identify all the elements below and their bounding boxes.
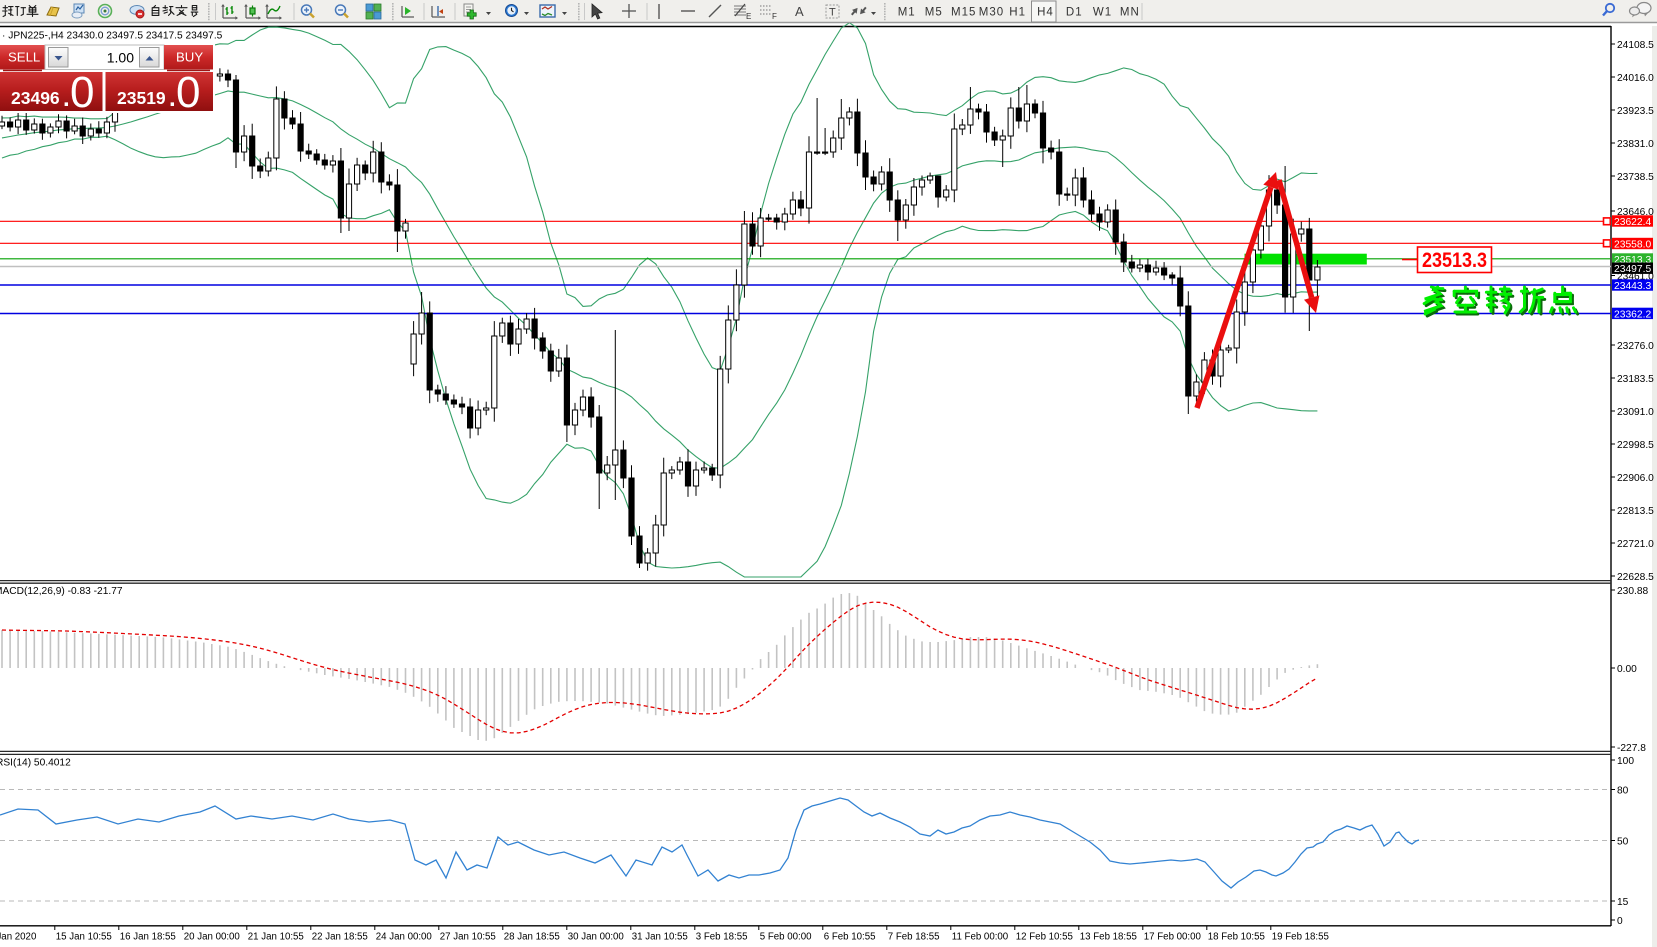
svg-text:3 Feb 18:55: 3 Feb 18:55 — [696, 932, 748, 943]
svg-text:23923.5: 23923.5 — [1617, 106, 1654, 117]
svg-text:D1: D1 — [1066, 7, 1083, 19]
svg-text:50: 50 — [1617, 837, 1629, 848]
svg-text:17 Feb 00:00: 17 Feb 00:00 — [1144, 932, 1202, 943]
svg-text:15 Jan 10:55: 15 Jan 10:55 — [56, 932, 112, 943]
svg-text:22813.5: 22813.5 — [1617, 506, 1654, 517]
svg-text:22628.5: 22628.5 — [1617, 572, 1654, 583]
svg-text:5 Feb 00:00: 5 Feb 00:00 — [760, 932, 812, 943]
svg-text:MN: MN — [1120, 7, 1140, 19]
svg-text:23622.4: 23622.4 — [1614, 217, 1651, 228]
svg-text:23646.0: 23646.0 — [1617, 207, 1654, 218]
svg-text:E: E — [746, 12, 751, 21]
svg-text:.: . — [63, 85, 70, 112]
svg-text:-227.8: -227.8 — [1617, 743, 1646, 754]
svg-text:22 Jan 18:55: 22 Jan 18:55 — [312, 932, 368, 943]
svg-text:23497.5: 23497.5 — [1614, 264, 1651, 275]
svg-text:12 Feb 10:55: 12 Feb 10:55 — [1016, 932, 1073, 943]
svg-text:31 Jan 10:55: 31 Jan 10:55 — [632, 932, 688, 943]
svg-text:19 Feb 18:55: 19 Feb 18:55 — [1272, 932, 1329, 943]
svg-text:W1: W1 — [1093, 7, 1112, 19]
svg-text:0: 0 — [70, 68, 94, 117]
svg-text:1.00: 1.00 — [107, 50, 134, 66]
svg-text:BUY: BUY — [176, 50, 203, 65]
svg-text:23831.0: 23831.0 — [1617, 139, 1654, 150]
svg-text:23461.0: 23461.0 — [1617, 271, 1654, 282]
svg-text:23513.3: 23513.3 — [1614, 255, 1651, 266]
svg-text:100: 100 — [1617, 756, 1634, 767]
svg-text:23738.5: 23738.5 — [1617, 172, 1654, 183]
svg-text:M30: M30 — [979, 7, 1004, 19]
svg-text:0: 0 — [176, 68, 200, 117]
svg-text:7 Feb 18:55: 7 Feb 18:55 — [888, 932, 940, 943]
svg-text:23443.3: 23443.3 — [1614, 281, 1651, 292]
svg-text:22906.0: 22906.0 — [1617, 473, 1654, 484]
svg-text:23496: 23496 — [11, 88, 60, 108]
svg-text:24016.0: 24016.0 — [1617, 73, 1654, 84]
svg-text:M15: M15 — [951, 7, 976, 19]
svg-text:RSI(14) 50.4012: RSI(14) 50.4012 — [0, 758, 71, 769]
svg-text:23183.5: 23183.5 — [1617, 374, 1654, 385]
svg-text:23519: 23519 — [117, 88, 166, 108]
svg-text:22998.5: 22998.5 — [1617, 440, 1654, 451]
svg-text:24108.5: 24108.5 — [1617, 40, 1654, 51]
svg-text:21 Jan 10:55: 21 Jan 10:55 — [248, 932, 304, 943]
svg-text:23558.0: 23558.0 — [1614, 239, 1651, 250]
svg-text:6 Feb 10:55: 6 Feb 10:55 — [824, 932, 876, 943]
svg-text:22721.0: 22721.0 — [1617, 539, 1654, 550]
svg-text:14 Jan 2020: 14 Jan 2020 — [0, 932, 37, 943]
svg-text:24 Jan 00:00: 24 Jan 00:00 — [376, 932, 433, 943]
svg-text:18 Feb 10:55: 18 Feb 10:55 — [1208, 932, 1265, 943]
svg-text:MACD(12,26,9) -0.83 -21.77: MACD(12,26,9) -0.83 -21.77 — [0, 586, 123, 597]
svg-text:M1: M1 — [898, 7, 916, 19]
svg-text:23513.3: 23513.3 — [1422, 249, 1487, 272]
svg-text:T: T — [829, 7, 836, 19]
svg-text:23362.2: 23362.2 — [1614, 309, 1651, 320]
svg-text:230.88: 230.88 — [1617, 586, 1648, 597]
svg-text:H1: H1 — [1009, 7, 1026, 19]
svg-text:.: . — [169, 85, 176, 112]
svg-text:20 Jan 00:00: 20 Jan 00:00 — [184, 932, 241, 943]
svg-text:0: 0 — [1617, 916, 1623, 927]
svg-text:H4: H4 — [1037, 7, 1054, 19]
svg-text:· JPN225-,H4 23430.0 23497.5: · JPN225-,H4 23430.0 23497.5 23417.5 234… — [2, 31, 223, 42]
svg-text:0.00: 0.00 — [1617, 664, 1637, 675]
svg-text:11 Feb 00:00: 11 Feb 00:00 — [952, 932, 1009, 943]
svg-text:F: F — [772, 12, 777, 21]
svg-text:A: A — [795, 4, 804, 19]
svg-text:16 Jan 18:55: 16 Jan 18:55 — [120, 932, 176, 943]
svg-text:15: 15 — [1617, 897, 1629, 908]
svg-text:SELL: SELL — [8, 50, 40, 65]
svg-text:80: 80 — [1617, 786, 1629, 797]
svg-text:23091.0: 23091.0 — [1617, 407, 1654, 418]
svg-text:28 Jan 18:55: 28 Jan 18:55 — [504, 932, 560, 943]
svg-text:23276.0: 23276.0 — [1617, 341, 1654, 352]
svg-text:M5: M5 — [925, 7, 943, 19]
svg-text:27 Jan 10:55: 27 Jan 10:55 — [440, 932, 496, 943]
svg-text:13 Feb 18:55: 13 Feb 18:55 — [1080, 932, 1137, 943]
svg-text:30 Jan 00:00: 30 Jan 00:00 — [568, 932, 625, 943]
